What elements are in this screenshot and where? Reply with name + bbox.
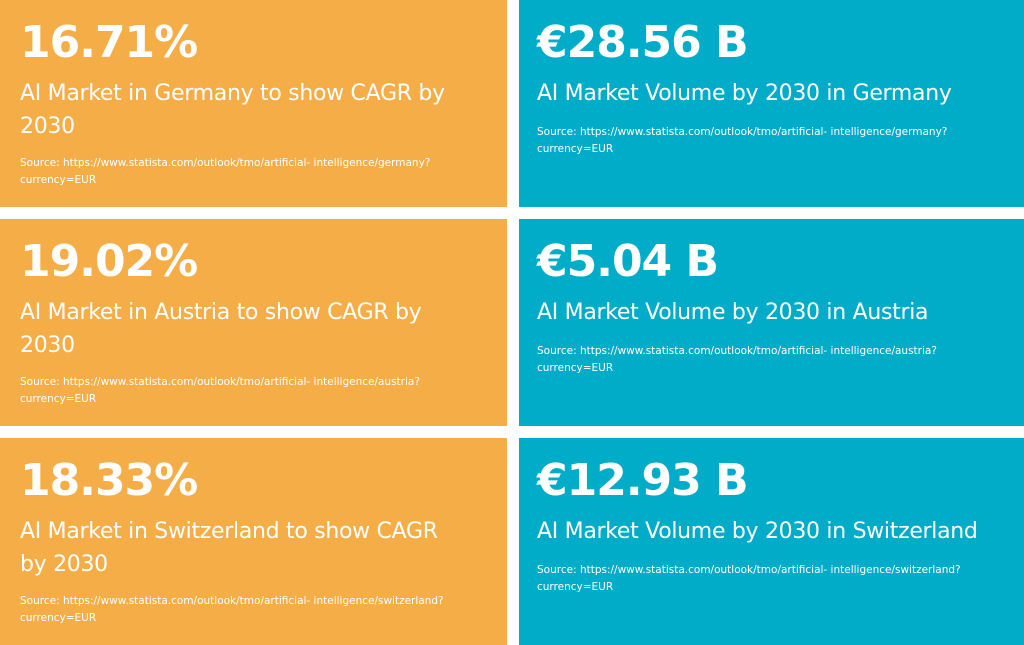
germany-cagr-source: Source: https://www.statista.com/outlook… [20, 157, 431, 186]
austria-cagr-card: 19.02% AI Market in Austria to show CAGR… [0, 219, 507, 426]
germany-volume-card: €28.56 B AI Market Volume by 2030 in Ger… [519, 0, 1024, 207]
switzerland-volume-value: €12.93 B [537, 455, 749, 506]
germany-volume-source: Source: https://www.statista.com/outlook… [537, 126, 948, 155]
germany-volume-value: €28.56 B [537, 17, 749, 68]
germany-cagr-label: AI Market in Germany to show CAGR by 203… [20, 81, 445, 139]
switzerland-cagr-value: 18.33% [20, 455, 198, 506]
austria-cagr-label: AI Market in Austria to show CAGR by 203… [20, 300, 422, 358]
switzerland-cagr-card: 18.33% AI Market in Switzerland to show … [0, 438, 507, 645]
germany-volume-label: AI Market Volume by 2030 in Germany [537, 81, 952, 106]
austria-volume-label: AI Market Volume by 2030 in Austria [537, 300, 929, 325]
austria-cagr-source: Source: https://www.statista.com/outlook… [20, 376, 420, 405]
switzerland-cagr-source: Source: https://www.statista.com/outlook… [20, 595, 444, 624]
austria-volume-value: €5.04 B [537, 236, 719, 287]
germany-cagr-value: 16.71% [20, 17, 198, 68]
switzerland-cagr-label: AI Market in Switzerland to show CAGR by… [20, 519, 438, 577]
austria-volume-card: €5.04 B AI Market Volume by 2030 in Aust… [519, 219, 1024, 426]
switzerland-volume-source: Source: https://www.statista.com/outlook… [537, 564, 961, 593]
austria-cagr-value: 19.02% [20, 236, 198, 287]
switzerland-volume-label: AI Market Volume by 2030 in Switzerland [537, 519, 978, 544]
switzerland-volume-card: €12.93 B AI Market Volume by 2030 in Swi… [519, 438, 1024, 645]
germany-cagr-card: 16.71% AI Market in Germany to show CAGR… [0, 0, 507, 207]
austria-volume-source: Source: https://www.statista.com/outlook… [537, 345, 937, 374]
